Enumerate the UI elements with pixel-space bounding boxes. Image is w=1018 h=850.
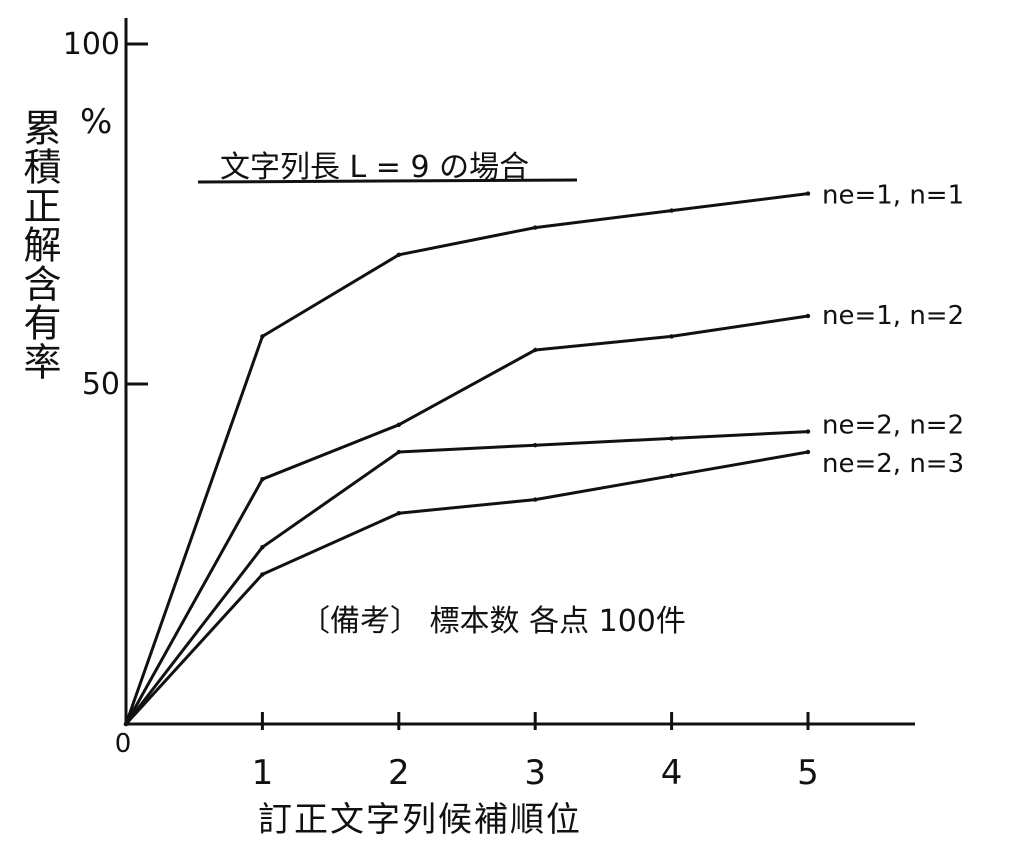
y-axis-title: 累積正解含有率: [17, 108, 61, 381]
data-point: [669, 436, 674, 441]
series-label: ne=1, n=2: [822, 301, 964, 331]
data-point: [396, 511, 401, 516]
series-line: [124, 192, 810, 726]
data-point: [669, 473, 674, 478]
data-point: [260, 545, 265, 550]
data-point: [123, 721, 129, 727]
series-line: [124, 450, 810, 726]
x-tick-label: 2: [388, 753, 410, 793]
y-unit-label: %: [80, 102, 113, 142]
x-tick-label: 0: [115, 729, 132, 759]
data-point: [533, 497, 538, 502]
data-point: [533, 347, 538, 353]
data-point: [260, 334, 265, 339]
x-tick-label: 4: [661, 753, 683, 793]
x-tick-label: 1: [252, 753, 274, 793]
data-point: [805, 313, 811, 319]
data-point: [396, 252, 401, 257]
data-point: [805, 429, 811, 434]
x-tick-label: 3: [524, 753, 546, 793]
x-axis-title: 訂正文字列候補順位: [258, 800, 582, 840]
y-tick-label: 100: [63, 27, 120, 62]
data-point: [533, 225, 538, 230]
data-point: [805, 191, 811, 196]
chart-subtitle: 文字列長 L = 9 の場合: [220, 150, 530, 185]
data-point: [396, 449, 401, 455]
subtitle-underline: [197, 178, 578, 184]
data-point: [260, 572, 265, 577]
data-point: [669, 334, 674, 339]
series-label: ne=1, n=1: [822, 181, 964, 211]
data-point: [260, 477, 265, 482]
x-tick-label: 5: [797, 753, 819, 793]
series-line: [124, 430, 810, 726]
data-point: [396, 422, 401, 427]
data-point: [805, 449, 811, 455]
series-line: [124, 314, 810, 726]
data-point: [669, 208, 674, 213]
chart-note: 〔備考〕 標本数 各点 100件: [300, 604, 686, 639]
data-point: [533, 443, 538, 448]
series-label: ne=2, n=3: [822, 449, 964, 479]
series-label: ne=2, n=2: [822, 411, 964, 441]
y-tick-label: 50: [82, 367, 120, 402]
